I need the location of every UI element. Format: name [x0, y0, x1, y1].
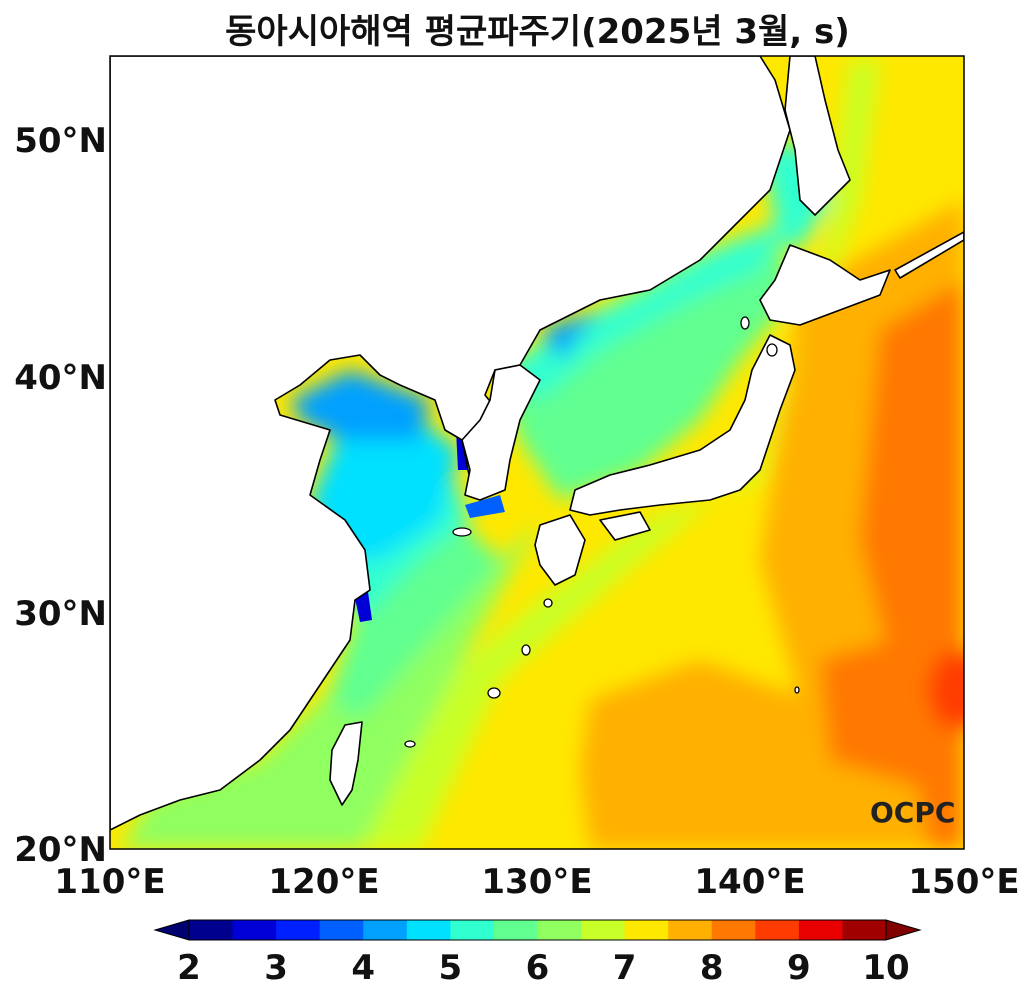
lon-tick-120: 120°E	[268, 862, 380, 902]
colorbar-segment	[711, 920, 756, 940]
lat-tick-20: 20°N	[14, 830, 107, 870]
colorbar-segment	[668, 920, 713, 940]
lon-tick-140: 140°E	[694, 862, 806, 902]
lat-tick-30: 30°N	[14, 594, 107, 634]
lat-tick-50: 50°N	[14, 121, 107, 161]
colorbar-frame	[188, 919, 887, 941]
colorbar-segment	[189, 920, 234, 940]
colorbar-tick-label: 4	[351, 948, 376, 988]
colorbar-segment	[537, 920, 582, 940]
lon-tick-110: 110°E	[54, 862, 166, 902]
colorbar-tick-label: 8	[699, 948, 724, 988]
lon-tick-130: 130°E	[481, 862, 593, 902]
lat-tick-40: 40°N	[14, 358, 107, 398]
colorbar-segment	[493, 920, 538, 940]
colorbar-tick-label: 5	[438, 948, 463, 988]
ocpc-logo: OCPC	[870, 796, 956, 829]
lon-tick-150: 150°E	[908, 862, 1020, 902]
colorbar-segment	[842, 920, 887, 940]
colorbar-segment	[755, 920, 800, 940]
colorbar-tick-label: 6	[525, 948, 550, 988]
colorbar-segment	[581, 920, 626, 940]
map-title: 동아시아해역 평균파주기(2025년 3월, s)	[225, 12, 850, 52]
colorbar-tick-label: 10	[862, 948, 910, 988]
colorbar-segment	[624, 920, 669, 940]
colorbar-segment	[319, 920, 364, 940]
colorbar-tick-label: 9	[787, 948, 811, 988]
colorbar-segment	[406, 920, 451, 940]
colorbar-over-arrow	[885, 919, 922, 941]
colorbar-segment	[798, 920, 843, 940]
colorbar-tick-label: 3	[264, 948, 288, 988]
colorbar-tick-label: 2	[177, 948, 201, 988]
colorbar-segment	[450, 920, 495, 940]
colorbar-segment	[363, 920, 408, 940]
colorbar-tick-label: 7	[612, 948, 637, 988]
colorbar-segment	[232, 920, 277, 940]
colorbar-under-arrow	[153, 919, 190, 941]
colorbar-segment	[276, 920, 321, 940]
